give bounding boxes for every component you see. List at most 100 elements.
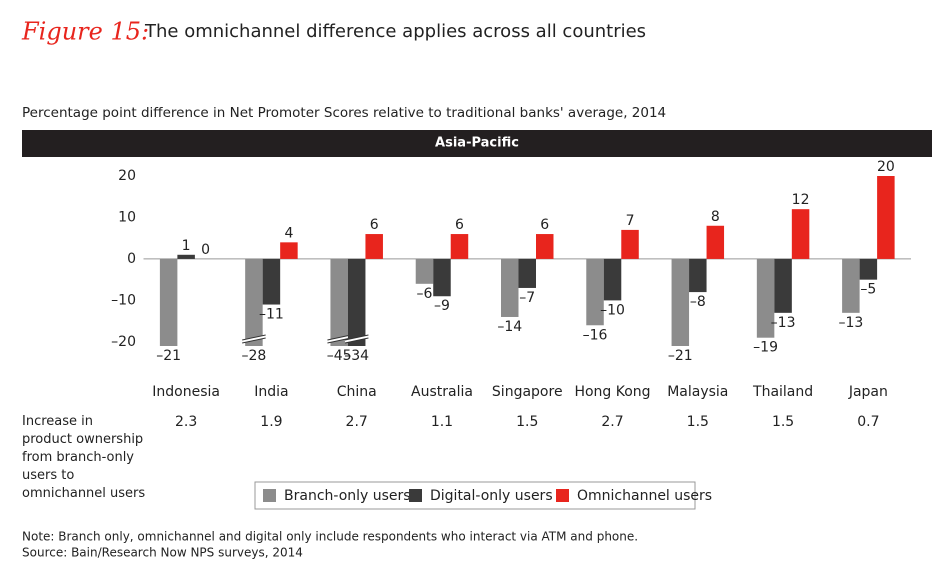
note: Note: Branch only, omnichannel and digit… (22, 530, 638, 544)
axis-break-line (344, 334, 369, 341)
axis-break (344, 335, 369, 343)
bar (330, 258, 348, 346)
x-tick-label: Indonesia (152, 384, 220, 400)
bar (177, 254, 195, 259)
row-value: 1.1 (431, 414, 453, 430)
row-value: 0.7 (857, 414, 879, 430)
chart-title: The omnichannel difference applies acros… (144, 21, 646, 42)
row-value: 2.7 (346, 414, 368, 430)
value-label: –7 (519, 290, 535, 306)
bar (706, 225, 725, 259)
bar (756, 258, 775, 338)
value-label: –9 (434, 298, 450, 314)
axis-break (327, 335, 351, 343)
value-label: 0 (201, 242, 210, 258)
axis-break-line (327, 334, 352, 341)
value-label: –21 (668, 348, 693, 364)
bar (280, 242, 298, 259)
row-value: 2.3 (175, 414, 197, 430)
axis-break-line (344, 337, 369, 344)
y-tick-label: 20 (118, 168, 136, 184)
value-label: 4 (284, 225, 293, 241)
value-label: 6 (540, 217, 549, 233)
legend-box (254, 481, 696, 510)
legend-label: Omnichannel users (577, 488, 712, 504)
bar (415, 258, 434, 284)
value-label: –28 (242, 348, 267, 364)
x-tick-label: Hong Kong (574, 384, 650, 400)
bar (842, 258, 860, 313)
x-tick-label: Thailand (752, 384, 813, 400)
value-label: 8 (711, 209, 720, 225)
value-label: –13 (838, 315, 863, 331)
row-value: 1.5 (687, 414, 709, 430)
value-label: –13 (771, 315, 796, 331)
row-value: 1.9 (260, 414, 282, 430)
bar (450, 234, 469, 259)
bar (859, 258, 878, 280)
row-label: Increase in product ownership from branc… (22, 414, 146, 501)
x-tick-label: Malaysia (667, 384, 728, 400)
bar (689, 258, 707, 293)
value-label: –21 (156, 348, 181, 364)
y-tick-label: 0 (127, 251, 136, 267)
axis-break-line (327, 337, 352, 344)
value-label: –34 (344, 348, 369, 364)
y-tick-label: –10 (111, 292, 136, 308)
bar (586, 258, 604, 326)
value-label: 20 (877, 159, 895, 175)
value-label: 1 (182, 238, 191, 254)
row-value: 1.5 (516, 414, 538, 430)
panel-band (22, 130, 932, 157)
source: Source: Bain/Research Now NPS surveys, 2… (22, 546, 303, 560)
value-label: –6 (417, 286, 433, 302)
bar (774, 258, 792, 313)
value-label: –14 (497, 319, 522, 335)
x-tick-label: Australia (411, 384, 473, 400)
bar (365, 234, 383, 259)
value-label: 6 (370, 217, 379, 233)
bar (518, 258, 536, 288)
value-label: –19 (753, 340, 778, 356)
x-tick-label: China (337, 384, 377, 400)
bar (262, 258, 281, 305)
y-tick-label: –20 (111, 334, 136, 350)
axis-break-line (242, 337, 266, 344)
y-tick-label: 10 (118, 209, 136, 225)
x-tick-label: Singapore (492, 384, 563, 400)
legend-label: Branch-only users (284, 488, 411, 504)
panel-title: Asia-Pacific (435, 136, 519, 151)
legend-swatch (556, 489, 569, 502)
bar (877, 176, 895, 259)
value-label: –8 (690, 294, 706, 310)
value-label: –45 (327, 348, 352, 364)
bar (603, 258, 622, 301)
chart-subtitle: Percentage point difference in Net Promo… (22, 105, 666, 121)
value-label: 6 (455, 217, 464, 233)
row-value: 2.7 (601, 414, 623, 430)
bar (501, 258, 519, 317)
bar (433, 258, 451, 297)
legend-swatch (409, 489, 422, 502)
legend-swatch (263, 489, 276, 502)
value-label: –10 (600, 302, 625, 318)
bar (621, 229, 639, 259)
value-label: –5 (860, 282, 876, 298)
bar (347, 258, 366, 346)
bar (791, 209, 810, 259)
axis-break (242, 335, 266, 343)
value-label: –11 (259, 307, 284, 323)
figure-label: Figure 15: (21, 18, 149, 46)
value-label: –16 (583, 327, 608, 343)
value-label: 7 (626, 213, 635, 229)
bar (159, 258, 178, 346)
row-value: 1.5 (772, 414, 794, 430)
axis-break-line (242, 334, 266, 341)
value-label: 12 (792, 192, 810, 208)
bar (245, 258, 263, 346)
bar (671, 258, 690, 346)
legend-label: Digital-only users (430, 488, 553, 504)
bar (536, 234, 554, 259)
